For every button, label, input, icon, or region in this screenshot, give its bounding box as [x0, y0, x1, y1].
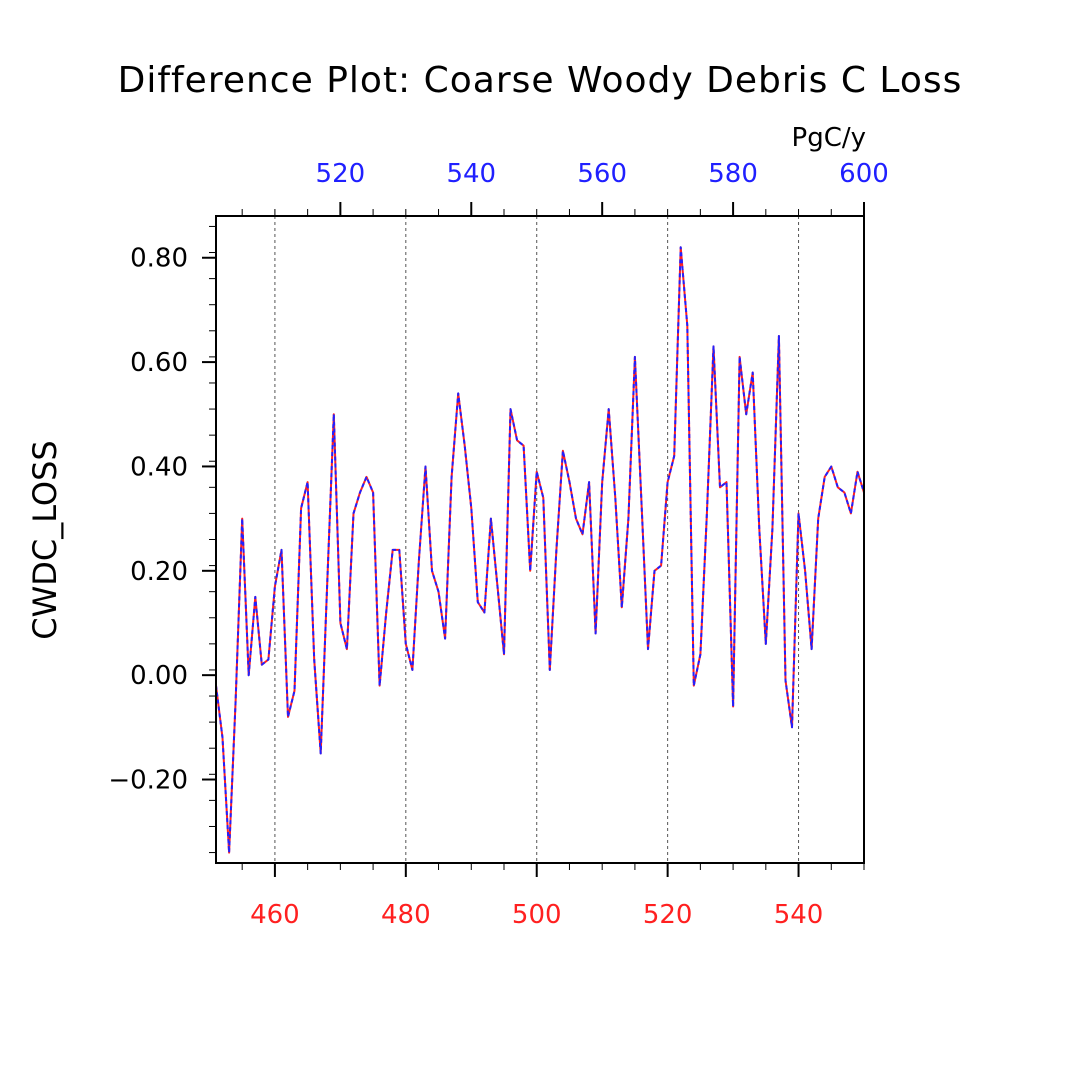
x-bottom-tick-labels: 460 480 500 520 540	[250, 900, 823, 930]
plot-frame	[215, 215, 865, 864]
x-bottom-tick-label: 540	[774, 900, 824, 930]
y-tick-label: 0.40	[130, 452, 188, 482]
x-top-tick-label: 560	[577, 159, 627, 189]
y-axis-label: CWDC_LOSS	[26, 440, 64, 639]
series-line-red	[215, 246, 865, 854]
gridlines	[274, 216, 800, 863]
x-top-tick-label: 540	[446, 159, 496, 189]
series-line-blue	[215, 246, 865, 854]
data-series	[215, 246, 865, 854]
x-bottom-tick-label: 460	[250, 900, 300, 930]
x-top-tick-label: 600	[839, 159, 889, 189]
x-bottom-tick-label: 500	[512, 900, 562, 930]
y-tick-label: 0.60	[130, 348, 188, 378]
x-bottom-tick-label: 520	[643, 900, 693, 930]
axis-ticks	[202, 202, 865, 877]
y-tick-label: 0.20	[130, 557, 188, 587]
y-tick-labels: −0.20 0.00 0.20 0.40 0.60 0.80	[108, 244, 188, 796]
x-top-tick-label: 520	[316, 159, 366, 189]
y-tick-label: −0.20	[108, 766, 188, 796]
x-top-tick-label: 580	[708, 159, 758, 189]
y-tick-label: 0.80	[130, 244, 188, 274]
units-label: PgC/y	[792, 123, 866, 153]
x-top-tick-labels: 520 540 560 580 600	[316, 159, 889, 189]
chart-title: Difference Plot: Coarse Woody Debris C L…	[118, 60, 963, 101]
x-bottom-tick-label: 480	[381, 900, 431, 930]
y-tick-label: 0.00	[130, 661, 188, 691]
